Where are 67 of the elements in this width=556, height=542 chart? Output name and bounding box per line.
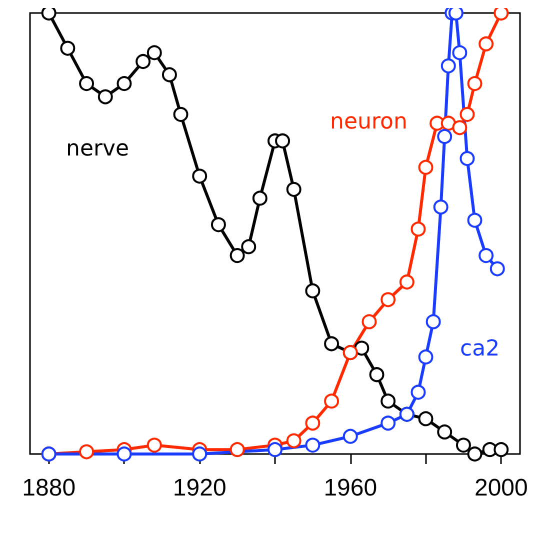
point [98,89,113,104]
x-tick-label: 1880 [22,474,76,502]
point [41,8,56,20]
point [418,349,434,364]
point [437,128,452,144]
point [136,54,151,70]
point [241,239,256,254]
point [418,160,434,175]
point [192,168,208,184]
point [410,222,426,237]
point [192,446,208,462]
point [324,394,340,409]
point [494,442,509,458]
point [467,212,482,228]
point [399,274,414,290]
point [286,433,302,448]
point [286,182,302,197]
point [162,67,177,82]
point [60,40,76,56]
point [456,438,471,453]
x-tick-label: 1960 [324,474,378,502]
point [418,411,434,426]
point [410,384,426,400]
point [452,120,468,136]
point [448,8,464,20]
point [230,442,245,458]
point [305,283,320,298]
point [268,442,282,458]
point [275,133,290,148]
point [490,261,505,276]
point [380,416,396,431]
point [210,217,226,232]
point [478,36,494,52]
point [467,446,482,462]
point [362,314,377,330]
point [478,248,494,264]
point [440,58,456,74]
point [324,336,340,352]
x-tick-label: 1920 [172,474,226,502]
point [116,446,132,462]
point [380,292,396,308]
point [354,340,370,356]
series-label: ca2 [460,336,500,362]
point [305,416,320,431]
point [380,394,396,409]
point [146,45,162,60]
point [173,106,188,122]
x-tick-label: 2000 [474,474,528,502]
point [452,45,468,60]
series-label: neuron [330,110,408,134]
point [460,106,475,122]
point [494,8,509,20]
point [116,76,132,92]
point [426,314,441,330]
point [433,200,448,215]
point [146,438,162,453]
point [342,428,358,444]
point [79,76,94,92]
series-label: nerve [66,136,130,162]
point [252,190,268,206]
point [460,151,475,166]
point [305,438,320,453]
point [79,444,94,460]
point [437,424,452,440]
point [230,248,245,264]
point [369,367,384,382]
point [467,76,482,92]
